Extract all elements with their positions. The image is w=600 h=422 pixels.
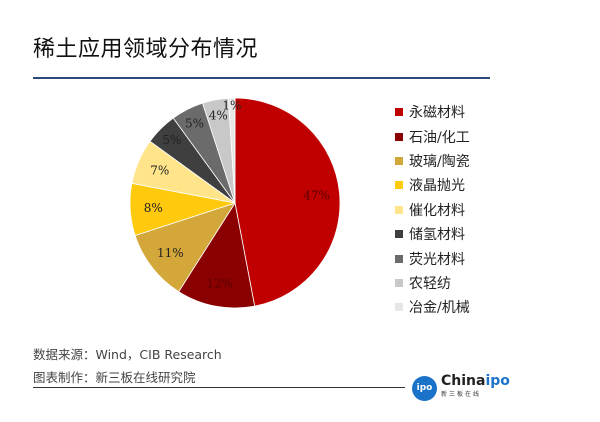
footer-divider — [33, 387, 405, 388]
legend-label: 农轻纺 — [409, 275, 451, 292]
legend-swatch — [395, 156, 403, 165]
legend-item: 农轻纺 — [395, 271, 470, 295]
legend-label: 冶金/机械 — [409, 300, 470, 317]
chinaipo-logo: ipo Chinaipo 新三板在线 — [412, 374, 510, 402]
legend-swatch — [395, 230, 403, 239]
logo-name-b: ipo — [485, 373, 510, 389]
data-label-2: 11% — [157, 246, 184, 260]
legend-item: 液晶抛光 — [395, 173, 470, 197]
legend-label: 荧光材料 — [409, 251, 465, 268]
legend-swatch — [395, 181, 403, 190]
maker-note: 图表制作：新三板在线研究院 — [33, 370, 196, 385]
legend-label: 液晶抛光 — [409, 178, 465, 195]
legend-label: 储氢材料 — [409, 227, 465, 244]
data-label-1: 12% — [206, 276, 233, 290]
data-label-7: 4% — [209, 108, 228, 122]
legend-item: 冶金/机械 — [395, 295, 470, 319]
legend-item: 储氢材料 — [395, 222, 470, 246]
data-label-3: 8% — [144, 201, 163, 215]
pie-slice-2 — [134, 202, 236, 293]
data-label-5: 5% — [162, 133, 181, 147]
chart-title: 稀土应用领域分布情况 — [33, 37, 259, 62]
legend-label: 石油/化工 — [409, 129, 470, 146]
legend-swatch — [395, 205, 403, 214]
pie-slice-8 — [227, 97, 236, 204]
legend-item: 石油/化工 — [395, 124, 470, 148]
title-divider — [33, 77, 490, 79]
data-label-4: 7% — [150, 163, 169, 177]
source-note: 数据来源：Wind，CIB Research — [33, 347, 222, 362]
legend-item: 荧光材料 — [395, 246, 470, 270]
legend-swatch — [395, 108, 403, 117]
data-label-6: 5% — [185, 116, 204, 130]
legend-swatch — [395, 254, 403, 263]
legend-item: 玻璃/陶瓷 — [395, 149, 470, 173]
pie-slice-1 — [178, 201, 256, 309]
logo-name-a: China — [441, 373, 486, 389]
legend-label: 玻璃/陶瓷 — [409, 153, 470, 170]
legend-swatch — [395, 303, 403, 312]
legend-label: 催化材料 — [409, 202, 465, 219]
data-label-8: 1% — [222, 98, 241, 112]
legend-item: 永磁材料 — [395, 100, 470, 124]
data-label-0: 47% — [303, 188, 330, 202]
legend-swatch — [395, 278, 403, 287]
logo-badge: ipo — [412, 375, 437, 401]
legend-item: 催化材料 — [395, 198, 470, 222]
legend: 永磁材料石油/化工玻璃/陶瓷液晶抛光催化材料储氢材料荧光材料农轻纺冶金/机械 — [395, 100, 470, 320]
legend-swatch — [395, 132, 403, 141]
logo-sub: 新三板在线 — [441, 391, 482, 398]
legend-label: 永磁材料 — [409, 105, 465, 122]
pie-slice-0 — [234, 97, 341, 307]
